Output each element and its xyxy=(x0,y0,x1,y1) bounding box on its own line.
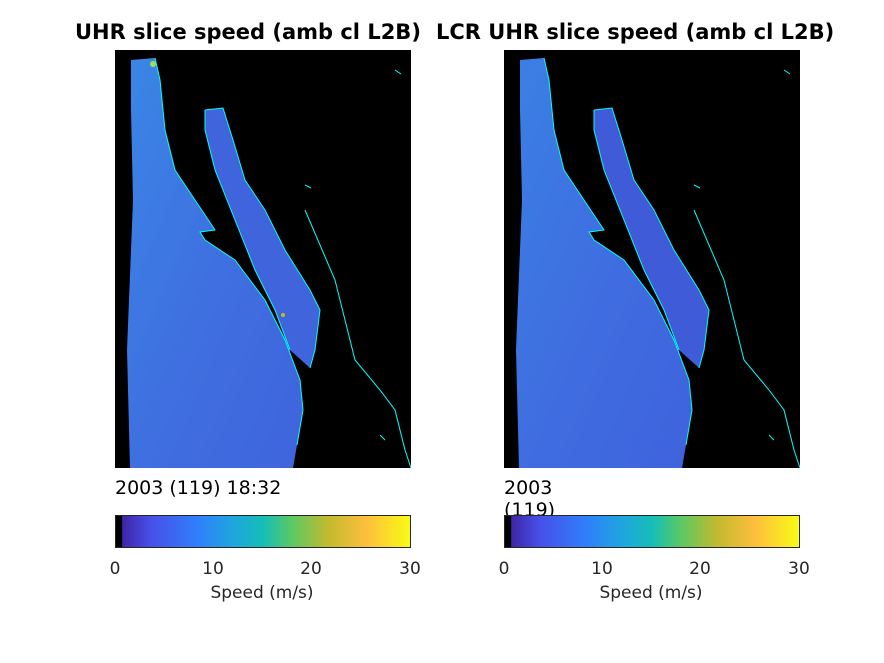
colorbar-gradient xyxy=(116,516,410,547)
tick-label: 20 xyxy=(689,559,711,579)
panel-uhr: UHR slice speed (amb cl L2B) xyxy=(0,0,421,663)
colorbar-label: Speed (m/s) xyxy=(210,583,314,603)
colorbar xyxy=(115,515,411,548)
panel-title: LCR UHR slice speed (amb cl L2B) xyxy=(436,20,835,44)
colorbar-ticks: 0 10 20 30 xyxy=(110,559,445,581)
panel-lcr-uhr: LCR UHR slice speed (amb cl L2B) 2003 (1… xyxy=(0,0,834,663)
colorbar-label: Speed (m/s) xyxy=(599,583,703,603)
wind-speed-map xyxy=(504,50,800,468)
timestamp: 2003 (119) 18:32 xyxy=(115,477,282,499)
tick-label: 20 xyxy=(300,559,322,579)
colorbar-ticks: 0 10 20 30 xyxy=(499,559,834,581)
tick-label: 0 xyxy=(109,559,121,579)
colorbar xyxy=(504,515,800,548)
panel-title: UHR slice speed (amb cl L2B) xyxy=(75,20,421,44)
tick-label: 10 xyxy=(591,559,613,579)
wind-speed-map xyxy=(115,50,411,468)
tick-label: 10 xyxy=(202,559,224,579)
colorbar-gradient xyxy=(505,516,799,547)
tick-label: 0 xyxy=(498,559,510,579)
tick-label: 30 xyxy=(788,559,810,579)
tick-label: 30 xyxy=(399,559,421,579)
